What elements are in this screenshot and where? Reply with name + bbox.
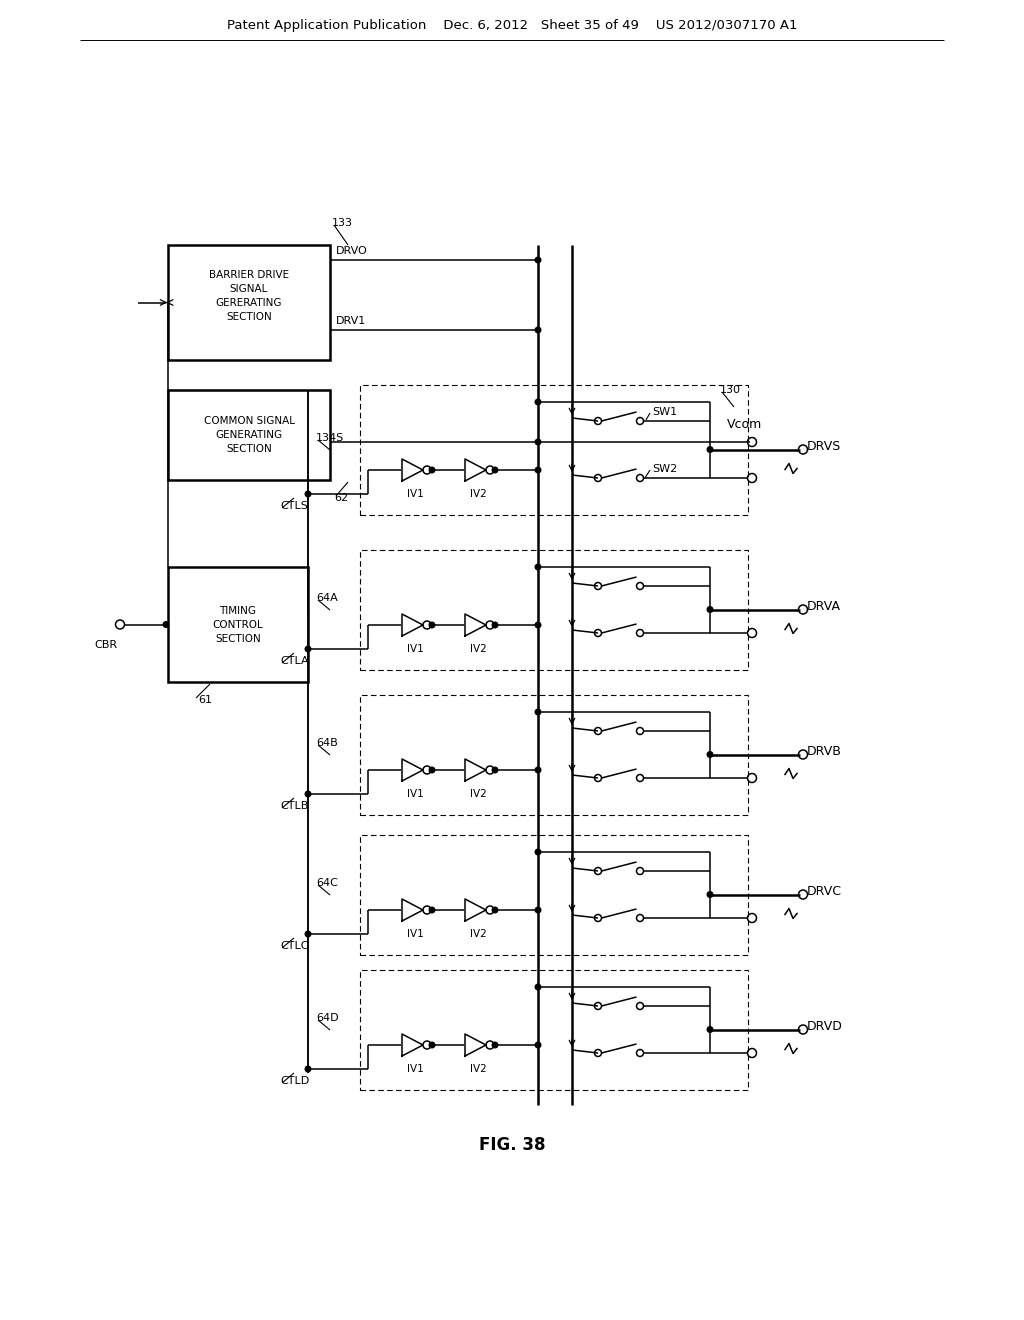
Circle shape [305, 791, 311, 797]
Circle shape [493, 1043, 498, 1048]
Text: DRVD: DRVD [807, 1020, 843, 1034]
Text: 64B: 64B [316, 738, 338, 748]
Circle shape [708, 751, 713, 758]
Text: IV2: IV2 [470, 644, 486, 653]
Polygon shape [465, 614, 486, 636]
Text: SECTION: SECTION [226, 312, 272, 322]
Text: 62: 62 [334, 492, 348, 503]
Text: IV1: IV1 [407, 789, 423, 799]
Text: 133: 133 [332, 218, 353, 228]
Circle shape [429, 622, 435, 628]
Polygon shape [402, 899, 423, 921]
Circle shape [536, 709, 541, 715]
Circle shape [429, 767, 435, 772]
Circle shape [536, 440, 541, 445]
Text: DRVS: DRVS [807, 440, 842, 453]
Circle shape [536, 767, 541, 772]
Circle shape [429, 467, 435, 473]
Bar [360, 836, 748, 954]
Text: GENERATING: GENERATING [215, 430, 283, 440]
Text: IV1: IV1 [407, 488, 423, 499]
Text: SIGNAL: SIGNAL [229, 284, 268, 293]
Bar [168, 568, 308, 682]
Circle shape [305, 647, 311, 652]
Text: Vcom: Vcom [727, 417, 763, 430]
Text: COMMON SIGNAL: COMMON SIGNAL [204, 416, 295, 426]
Circle shape [493, 907, 498, 913]
Bar [168, 246, 330, 360]
Text: 61: 61 [198, 696, 212, 705]
Polygon shape [465, 899, 486, 921]
Polygon shape [402, 614, 423, 636]
Text: SW1: SW1 [652, 407, 677, 417]
Bar [360, 696, 748, 814]
Bar [360, 970, 748, 1090]
Circle shape [536, 399, 541, 405]
Circle shape [708, 607, 713, 612]
Text: CBR: CBR [94, 639, 118, 649]
Text: IV2: IV2 [470, 789, 486, 799]
Circle shape [708, 1027, 713, 1032]
Text: IV1: IV1 [407, 644, 423, 653]
Text: IV1: IV1 [407, 1064, 423, 1074]
Circle shape [536, 849, 541, 855]
Text: 134S: 134S [316, 433, 344, 444]
Text: SECTION: SECTION [215, 634, 261, 644]
Text: DRVO: DRVO [336, 246, 368, 256]
Circle shape [708, 892, 713, 898]
Circle shape [536, 907, 541, 913]
Circle shape [305, 491, 311, 496]
Text: TIMING: TIMING [219, 606, 256, 615]
Text: SW2: SW2 [652, 465, 677, 474]
Text: Patent Application Publication    Dec. 6, 2012   Sheet 35 of 49    US 2012/03071: Patent Application Publication Dec. 6, 2… [226, 18, 798, 32]
Polygon shape [465, 759, 486, 781]
Circle shape [536, 467, 541, 473]
Polygon shape [402, 759, 423, 781]
Bar [168, 389, 330, 480]
Text: DRVB: DRVB [807, 744, 842, 758]
Circle shape [429, 1043, 435, 1048]
Text: CTLC: CTLC [280, 941, 308, 950]
Polygon shape [465, 1034, 486, 1056]
Text: CONTROL: CONTROL [213, 619, 263, 630]
Circle shape [429, 907, 435, 913]
Text: CTLD: CTLD [280, 1076, 309, 1086]
Circle shape [536, 622, 541, 628]
Circle shape [305, 931, 311, 937]
Text: DRV1: DRV1 [336, 315, 367, 326]
Polygon shape [465, 459, 486, 480]
Text: 130: 130 [720, 385, 741, 395]
Circle shape [708, 446, 713, 453]
Text: IV2: IV2 [470, 1064, 486, 1074]
Text: DRVC: DRVC [807, 884, 842, 898]
Circle shape [536, 1043, 541, 1048]
Polygon shape [402, 1034, 423, 1056]
Circle shape [493, 467, 498, 473]
Circle shape [493, 622, 498, 628]
Text: CTLB: CTLB [280, 801, 308, 810]
Circle shape [536, 327, 541, 333]
Circle shape [536, 985, 541, 990]
Text: 64A: 64A [316, 593, 338, 603]
Text: 64D: 64D [316, 1012, 339, 1023]
Bar [360, 385, 748, 515]
Circle shape [305, 1067, 311, 1072]
Text: DRVA: DRVA [807, 601, 841, 612]
Text: 64C: 64C [316, 878, 338, 888]
Circle shape [493, 767, 498, 772]
Text: GERERATING: GERERATING [216, 297, 283, 308]
Text: CTLS: CTLS [280, 502, 308, 511]
Circle shape [163, 622, 169, 627]
Polygon shape [402, 459, 423, 480]
Text: IV2: IV2 [470, 929, 486, 939]
Circle shape [536, 257, 541, 263]
Text: BARRIER DRIVE: BARRIER DRIVE [209, 269, 289, 280]
Circle shape [536, 564, 541, 570]
Text: FIG. 38: FIG. 38 [479, 1137, 545, 1154]
Text: IV2: IV2 [470, 488, 486, 499]
Text: SECTION: SECTION [226, 444, 272, 454]
Text: CTLA: CTLA [280, 656, 308, 667]
Bar [360, 550, 748, 671]
Text: IV1: IV1 [407, 929, 423, 939]
